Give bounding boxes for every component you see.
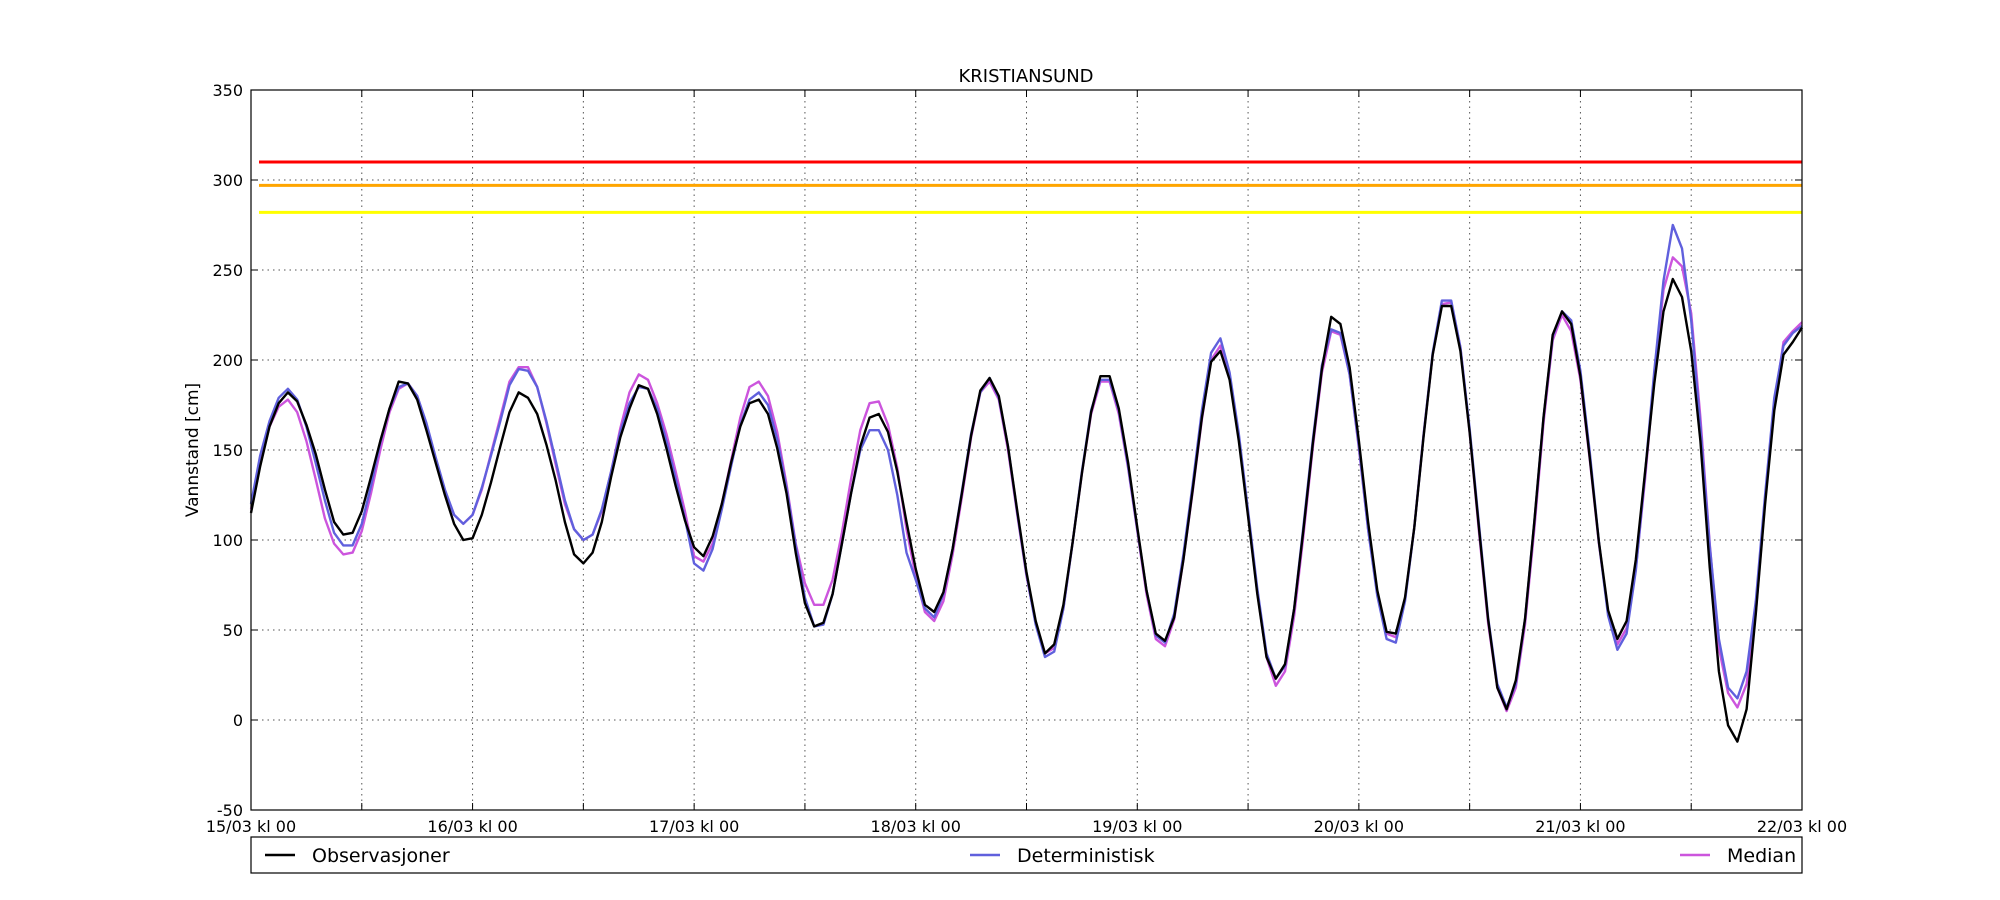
x-tick-label: 17/03 kl 00 [649,817,739,836]
legend-frame [250,836,1803,874]
x-tick-label: 19/03 kl 00 [1092,817,1182,836]
legend-label: Deterministisk [1017,845,1155,867]
y-tick-label: 0 [233,711,243,730]
y-axis-label: Vannstand [cm] [183,383,203,517]
x-tick-label: 20/03 kl 00 [1314,817,1404,836]
chart-title: KRISTIANSUND [958,66,1093,87]
grid [251,90,1802,810]
y-tick-label: 200 [212,351,243,370]
y-tick-label: 150 [212,441,243,460]
series-lines [249,223,1804,743]
y-tick-label: -50 [217,801,243,820]
y-tick-label: 100 [212,531,243,550]
legend: Observasjoner Deterministisk Median [250,836,1803,874]
x-tick-label: 16/03 kl 00 [427,817,517,836]
threshold-lines [259,160,1802,214]
legend-label: Median [1727,845,1796,867]
x-tick-label: 21/03 kl 00 [1535,817,1625,836]
x-axis: 15/03 kl 00 16/03 kl 00 17/03 kl 00 18/03 k… [206,90,1847,836]
y-tick-label: 300 [212,171,243,190]
y-tick-label: 350 [212,81,243,100]
y-tick-label: 250 [212,261,243,280]
x-tick-label: 22/03 kl 00 [1757,817,1847,836]
x-tick-label: 18/03 kl 00 [871,817,961,836]
legend-label: Observasjoner [312,845,450,867]
y-tick-label: 50 [223,621,243,640]
x-tick-label: 15/03 kl 00 [206,817,296,836]
y-axis: -50 0 50 100 150 200 250 300 350 [212,81,1802,820]
series-line-observasjoner [249,277,1804,743]
